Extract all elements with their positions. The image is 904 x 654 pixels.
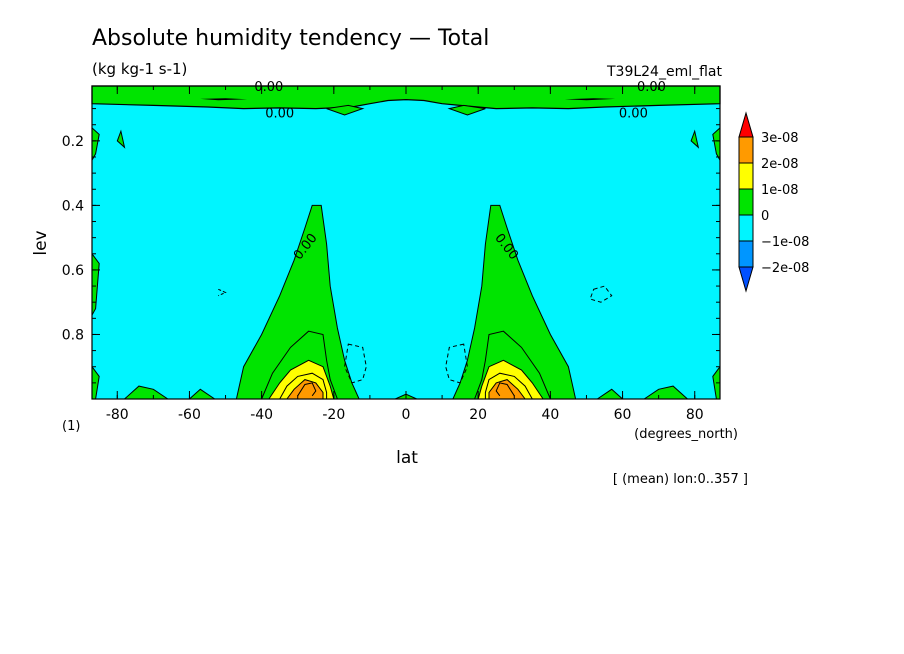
colorbar-label: 2e-08 (761, 157, 799, 172)
colorbar-label: 3e-08 (761, 131, 799, 146)
negative-contour (218, 288, 227, 297)
x-tick-label: -40 (250, 407, 273, 423)
x-tick-label: 40 (541, 407, 559, 423)
x-tick-label: 80 (686, 407, 704, 423)
colorbar-label: −2e-08 (761, 261, 809, 276)
footer-note: [ (mean) lon:0..357 ] (613, 472, 748, 487)
x-tick-label: -80 (106, 407, 129, 423)
experiment-label: T39L24_eml_flat (606, 64, 723, 80)
colorbar-swatch (738, 214, 754, 242)
lobe-positive-0 (452, 204, 577, 400)
negative-contour (344, 343, 367, 384)
colorbar-label: 1e-08 (761, 183, 799, 198)
edge-blob (116, 129, 126, 149)
y-axis-label: lev (31, 230, 51, 255)
positive-blob (447, 104, 486, 116)
colorbar-cap-top (738, 111, 754, 138)
colorbar: 3e-08 2e-08 1e-08 0 −1e-08 −2e-08 (738, 111, 809, 293)
y-tick-label: 0.4 (62, 198, 84, 214)
contour-label: 0.00 (619, 106, 648, 121)
lobe-core (297, 382, 317, 397)
x-tick-label: 60 (614, 407, 632, 423)
contour-label: 0.00 (254, 80, 283, 95)
x-tick-label: 0 (402, 407, 411, 423)
chart-title: Absolute humidity tendency — Total (92, 26, 489, 51)
edge-blob (690, 129, 700, 149)
negative-contour (589, 285, 613, 303)
annotations: Absolute humidity tendency — Total (kg k… (31, 26, 748, 487)
colorbar-swatch (738, 240, 754, 268)
plot-area: 0.00 0.000.00 0.000.00 0.00-80 -60 -40 -20 0 20 4… (62, 80, 721, 423)
x-tick-label: 20 (469, 407, 487, 423)
contour-label: 0.00 (265, 106, 294, 121)
chart-units: (kg kg-1 s-1) (92, 60, 187, 78)
y-tick-label: 0.6 (62, 263, 84, 279)
colorbar-swatch (738, 188, 754, 216)
y-tick-label: 0.8 (62, 327, 84, 343)
x-axis-label: lat (396, 448, 418, 468)
top-streak (200, 98, 248, 101)
colorbar-label: 0 (761, 209, 769, 224)
x-tick-label: -20 (322, 407, 345, 423)
x-axis-units: (degrees_north) (634, 427, 738, 442)
colorbar-label: −1e-08 (761, 235, 809, 250)
colorbar-swatch (738, 162, 754, 190)
y-axis-units: (1) (62, 419, 80, 434)
colorbar-swatch (738, 136, 754, 164)
top-positive-layer (91, 85, 721, 110)
contour-label: 0.00 (637, 80, 666, 95)
lobe-positive-0 (235, 204, 360, 400)
lobe-core (495, 382, 515, 397)
top-streak (564, 98, 616, 101)
y-tick-label: 0.2 (62, 134, 84, 150)
negative-contour (445, 343, 468, 384)
x-tick-label: -60 (178, 407, 201, 423)
colorbar-cap-bottom (738, 266, 754, 293)
background-field (92, 86, 720, 399)
positive-blob (326, 104, 365, 116)
